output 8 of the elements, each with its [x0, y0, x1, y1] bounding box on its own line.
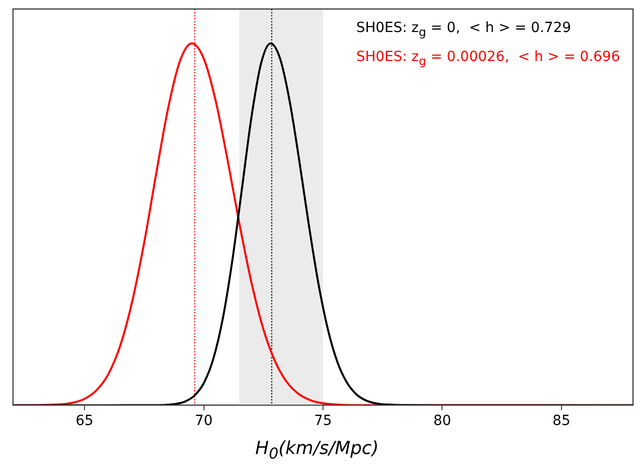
- x-tick-label: 70: [194, 413, 213, 430]
- x-tick-label: 65: [76, 413, 94, 430]
- x-tick-label: 75: [314, 413, 332, 430]
- text: SH0ES: z$_{g}$ = 0, < h > = 0.729: [356, 19, 572, 41]
- x-tick-label: 80: [433, 413, 452, 430]
- text: SH0ES: z$_{g}$ = 0.00026, < h > = 0.696: [356, 48, 620, 70]
- x-tick-label: 85: [552, 413, 570, 430]
- x-axis-title: H$_{0}$(km/s/Mpc): [254, 438, 380, 463]
